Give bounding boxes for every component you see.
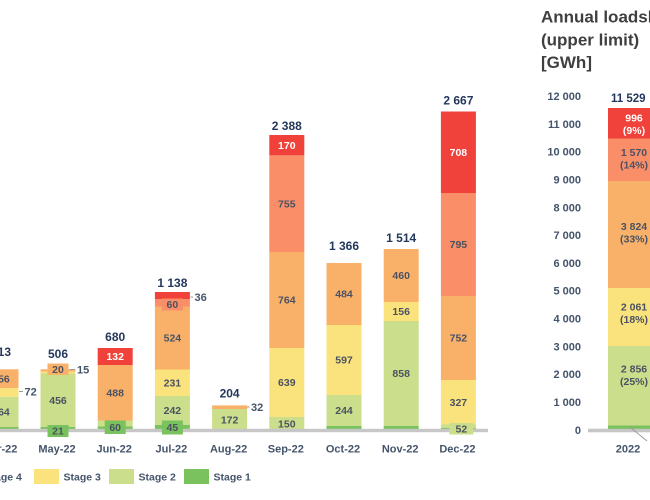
- svg-text:Nov-22: Nov-22: [382, 444, 419, 456]
- svg-text:2 388: 2 388: [272, 119, 302, 133]
- svg-text:0: 0: [575, 425, 581, 437]
- svg-text:8 000: 8 000: [553, 202, 581, 214]
- svg-text:Jul-22: Jul-22: [156, 444, 188, 456]
- svg-text:Annual loadshedding: Annual loadshedding: [541, 8, 650, 27]
- svg-text:10 000: 10 000: [547, 147, 581, 159]
- svg-text:3 824: 3 824: [621, 221, 647, 233]
- svg-text:484: 484: [335, 289, 353, 301]
- svg-text:488: 488: [106, 387, 124, 399]
- svg-text:460: 460: [392, 270, 410, 282]
- svg-text:(33%): (33%): [620, 234, 648, 246]
- svg-text:156: 156: [0, 373, 10, 385]
- svg-text:Aug-22: Aug-22: [210, 444, 247, 456]
- svg-text:708: 708: [450, 147, 468, 159]
- svg-text:2022: 2022: [616, 444, 640, 456]
- svg-text:Jun-22: Jun-22: [96, 444, 131, 456]
- svg-text:12 000: 12 000: [547, 91, 581, 103]
- svg-text:506: 506: [48, 347, 68, 361]
- svg-text:(25%): (25%): [620, 376, 648, 388]
- svg-text:172: 172: [221, 415, 239, 427]
- svg-text:[GWh]: [GWh]: [541, 53, 592, 72]
- svg-text:680: 680: [105, 330, 125, 344]
- svg-text:(14%): (14%): [620, 160, 648, 172]
- svg-text:1 000: 1 000: [553, 397, 581, 409]
- svg-text:32: 32: [251, 402, 263, 414]
- svg-text:9 000: 9 000: [553, 175, 581, 187]
- svg-text:60: 60: [167, 299, 179, 311]
- svg-text:Stage 2: Stage 2: [139, 472, 177, 484]
- svg-text:(upper limit): (upper limit): [541, 31, 639, 50]
- svg-text:5 000: 5 000: [553, 286, 581, 298]
- svg-text:Oct-22: Oct-22: [326, 444, 360, 456]
- svg-text:242: 242: [164, 405, 182, 417]
- svg-text:(9%): (9%): [623, 125, 645, 137]
- svg-text:524: 524: [164, 333, 182, 345]
- svg-text:1 366: 1 366: [329, 239, 359, 253]
- svg-text:Stage 1: Stage 1: [214, 472, 252, 484]
- svg-text:(18%): (18%): [620, 314, 648, 326]
- svg-text:72: 72: [25, 387, 37, 399]
- svg-text:Sep-22: Sep-22: [268, 444, 304, 456]
- svg-text:639: 639: [278, 377, 296, 389]
- svg-text:11 000: 11 000: [548, 119, 581, 131]
- svg-text:2 000: 2 000: [553, 369, 581, 381]
- svg-text:15: 15: [77, 365, 89, 377]
- svg-text:45: 45: [167, 422, 179, 434]
- svg-text:752: 752: [450, 333, 468, 345]
- svg-text:3 000: 3 000: [553, 341, 581, 353]
- svg-text:2 667: 2 667: [443, 94, 473, 108]
- svg-text:858: 858: [392, 368, 410, 380]
- svg-text:Apr-22: Apr-22: [0, 444, 17, 456]
- svg-text:36: 36: [195, 292, 207, 304]
- svg-text:597: 597: [335, 355, 353, 367]
- svg-text:795: 795: [450, 239, 468, 251]
- svg-text:60: 60: [109, 422, 121, 434]
- svg-text:204: 204: [220, 387, 240, 401]
- svg-text:513: 513: [0, 345, 11, 359]
- svg-text:150: 150: [278, 419, 296, 431]
- svg-text:11 529: 11 529: [611, 93, 646, 105]
- svg-text:1 570: 1 570: [621, 147, 647, 159]
- svg-text:4 000: 4 000: [553, 314, 581, 326]
- svg-text:264: 264: [0, 407, 10, 419]
- svg-text:244: 244: [335, 405, 353, 417]
- svg-text:Stage 3: Stage 3: [64, 472, 102, 484]
- svg-text:Dec-22: Dec-22: [439, 444, 475, 456]
- svg-text:764: 764: [278, 295, 296, 307]
- svg-text:May-22: May-22: [38, 444, 75, 456]
- svg-text:Stage 4: Stage 4: [0, 472, 22, 484]
- svg-text:52: 52: [456, 423, 468, 435]
- svg-text:7 000: 7 000: [553, 230, 581, 242]
- svg-text:2 061: 2 061: [621, 302, 647, 314]
- svg-text:170: 170: [278, 140, 296, 152]
- svg-text:1 514: 1 514: [386, 231, 416, 245]
- svg-text:156: 156: [392, 306, 410, 318]
- svg-text:231: 231: [164, 377, 182, 389]
- svg-text:2 856: 2 856: [621, 364, 647, 376]
- svg-text:21: 21: [52, 426, 64, 438]
- svg-text:996: 996: [625, 113, 643, 125]
- svg-text:132: 132: [106, 351, 124, 363]
- svg-text:20: 20: [52, 364, 64, 376]
- svg-text:1 138: 1 138: [157, 276, 187, 290]
- svg-text:327: 327: [450, 397, 468, 409]
- svg-text:456: 456: [49, 395, 67, 407]
- svg-text:6 000: 6 000: [553, 258, 581, 270]
- svg-text:755: 755: [278, 198, 296, 210]
